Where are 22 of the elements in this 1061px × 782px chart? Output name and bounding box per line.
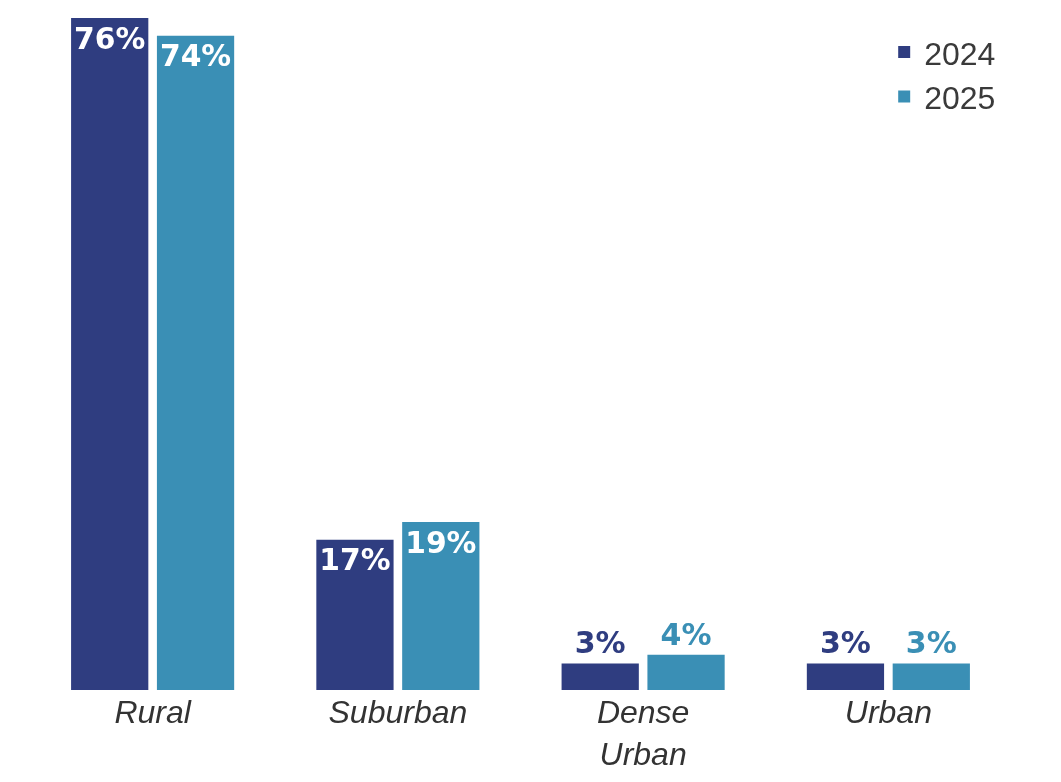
x-tick-label: Rural <box>114 694 192 730</box>
legend-label: 2025 <box>924 80 996 117</box>
data-label: 19% <box>405 524 477 560</box>
bar <box>561 663 639 690</box>
bar <box>156 35 235 690</box>
bar <box>806 663 885 690</box>
data-label: 74% <box>159 38 232 74</box>
data-label: 3% <box>905 625 957 661</box>
data-label: 76% <box>74 20 146 56</box>
data-label: 3% <box>819 625 871 661</box>
bar <box>892 663 970 690</box>
legend-label: 2024 <box>924 35 996 72</box>
bar <box>71 18 149 690</box>
data-label: 4% <box>660 616 712 652</box>
x-tick-label: Dense Urban <box>596 694 690 772</box>
bar <box>647 654 725 690</box>
bar <box>316 539 394 690</box>
data-label: 3% <box>574 625 626 661</box>
x-tick-label: Suburban <box>328 694 468 730</box>
bar <box>402 522 480 690</box>
x-tick-label: Urban <box>844 694 932 730</box>
data-label: 17% <box>319 542 391 578</box>
